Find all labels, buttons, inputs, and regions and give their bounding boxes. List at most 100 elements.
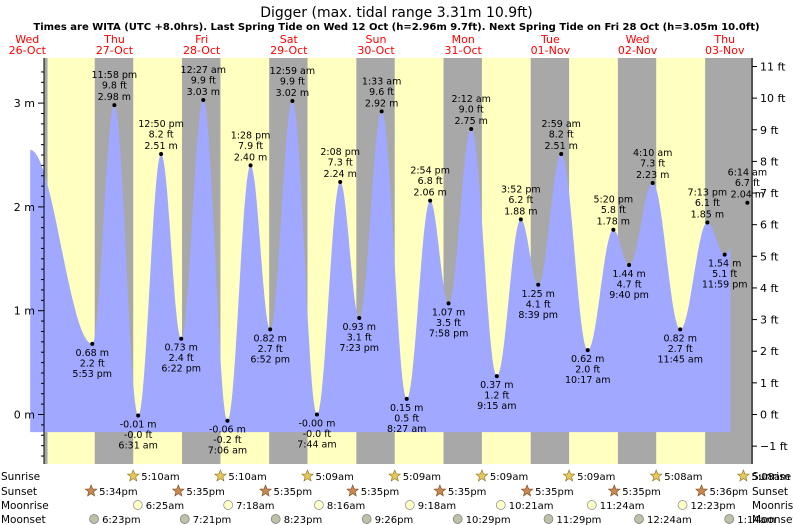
astro-time-label: 8:16am (327, 501, 365, 512)
sunset-icon (433, 484, 447, 497)
low-tide-time: 9:15 am (477, 401, 516, 412)
sunset-icon (84, 484, 98, 497)
low-tide-time: 6:52 pm (250, 354, 290, 365)
low-tide-feet: -0.0 ft (303, 429, 332, 440)
high-tide-metres: 2.24 m (323, 169, 356, 180)
sunrise-icon (126, 469, 140, 482)
low-tide-metres: 0.82 m (253, 333, 286, 344)
high-tide-time: 2:54 pm (410, 166, 450, 177)
high-tide-metres: 2.04 m (731, 190, 764, 201)
low-tide-feet: 1.2 ft (484, 391, 509, 402)
high-tide-dot (705, 220, 710, 225)
astro-time-label: 5:09am (577, 472, 615, 483)
high-tide-time: 12:27 am (181, 65, 226, 76)
high-tide-metres: 2.75 m (454, 116, 487, 127)
high-tide-time: 3:52 pm (501, 184, 541, 195)
high-tide-metres: 3.02 m (276, 88, 309, 99)
high-tide-metres: 2.23 m (636, 170, 669, 181)
astro-row-label-left: Moonrise (1, 500, 49, 512)
astro-time-label: 5:35pm (361, 487, 400, 498)
day-name-label: Thu (713, 33, 735, 46)
high-tide-dot (650, 181, 655, 186)
tide-area (30, 100, 731, 433)
right-margin-band (740, 58, 753, 464)
low-tide-dot (585, 348, 590, 353)
high-tide-dot (379, 109, 384, 114)
day-name-label: Mon (452, 33, 475, 46)
day-date-label: 27-Oct (96, 44, 134, 57)
astro-time-label: 5:35pm (535, 487, 574, 498)
low-tide-dot (179, 336, 184, 341)
right-tick-label: 4 ft (760, 282, 779, 295)
low-tide-feet: 2.2 ft (80, 358, 105, 369)
high-tide-time: 6:14 am (728, 168, 767, 179)
high-tide-time: 4:10 am (633, 148, 672, 159)
low-tide-metres: 1.07 m (432, 307, 465, 318)
high-tide-metres: 2.06 m (413, 188, 446, 199)
low-tide-time: 7:23 pm (339, 343, 379, 354)
astro-time-label: 11:24am (600, 501, 645, 512)
astro-row-label-right: Sunrise (752, 471, 791, 483)
high-tide-dot (518, 217, 523, 222)
low-tide-time: 6:22 pm (161, 364, 201, 375)
astro-time-label: 10:29pm (466, 515, 511, 525)
low-tide-feet: 2.4 ft (169, 353, 194, 364)
low-tide-feet: 2.0 ft (575, 365, 600, 376)
high-tide-dot (611, 227, 616, 232)
low-tide-dot (722, 252, 727, 257)
sunset-icon (695, 484, 708, 497)
day-name-label: Sun (366, 33, 387, 46)
high-tide-feet: 9.9 ft (191, 75, 216, 86)
low-tide-dot (90, 341, 95, 346)
high-tide-dot (290, 99, 295, 104)
high-tide-metres: 1.88 m (504, 206, 537, 217)
low-tide-dot (446, 301, 451, 306)
astro-time-label: 6:25am (146, 501, 184, 512)
low-tide-time: 11:59 pm (702, 280, 748, 291)
moonset-icon (361, 514, 372, 524)
day-date-label: 29-Oct (270, 44, 308, 57)
astro-time-label: 5:34pm (99, 487, 138, 498)
moonset-icon (179, 514, 190, 524)
high-tide-feet: 7.3 ft (328, 157, 353, 168)
low-tide-feet: 3.1 ft (347, 332, 372, 343)
chart-title: Digger (max. tidal range 3.31m 10.9ft) (260, 5, 533, 21)
high-tide-feet: 6.2 ft (508, 195, 533, 206)
high-tide-feet: 6.7 ft (735, 178, 760, 189)
high-tide-dot (745, 200, 750, 205)
high-tide-time: 7:13 pm (688, 187, 728, 198)
high-tide-metres: 1.85 m (691, 209, 724, 220)
day-date-label: 26-Oct (9, 44, 47, 57)
low-tide-metres: 0.15 m (390, 403, 423, 414)
low-tide-time: 7:58 pm (429, 328, 469, 339)
low-tide-time: 7:44 am (297, 440, 336, 451)
moonrise-icon (677, 500, 688, 510)
astro-time-label: 8:23pm (284, 515, 323, 525)
low-tide-metres: 0.73 m (164, 343, 197, 354)
low-tide-time: 9:40 pm (609, 290, 649, 301)
astro-row-label-left: Sunrise (1, 471, 40, 483)
astro-time-label: 7:21pm (193, 515, 232, 525)
astro-time-label: 5:09am (316, 472, 354, 483)
moonrise-icon (314, 500, 324, 510)
low-tide-feet: 4.7 ft (617, 280, 642, 291)
right-tick-label: 9 ft (760, 124, 779, 137)
high-tide-time: 12:59 am (270, 66, 315, 77)
day-name-label: Wed (15, 33, 39, 46)
astro-row-label-left: Sunset (1, 486, 37, 498)
astro-time-label: 1:14am (737, 515, 775, 525)
right-tick-label: 1 ft (760, 377, 779, 390)
high-tide-metres: 2.92 m (365, 98, 398, 109)
high-tide-dot (338, 179, 343, 184)
moonset-icon (543, 514, 554, 524)
day-date-label: 03-Nov (705, 44, 745, 57)
high-tide-feet: 7.9 ft (238, 141, 263, 152)
low-tide-dot (494, 374, 499, 379)
astro-time-label: 5:35pm (622, 487, 661, 498)
low-tide-feet: 4.1 ft (526, 299, 551, 310)
astro-time-label: 5:08am (751, 472, 789, 483)
high-tide-time: 1:33 am (362, 76, 401, 87)
sunset-icon (259, 484, 272, 497)
day-date-label: 30-Oct (357, 44, 395, 57)
low-tide-dot (314, 412, 319, 417)
